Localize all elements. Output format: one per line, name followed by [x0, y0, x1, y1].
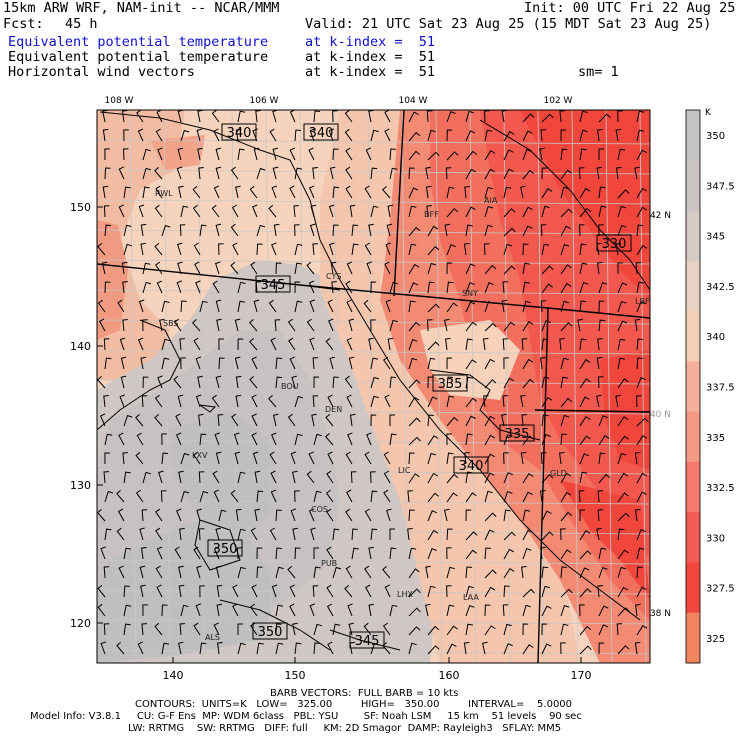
state-boundaries — [97, 110, 650, 663]
station-label: LIC — [398, 466, 411, 475]
contour-label: 345 — [261, 278, 286, 293]
colorbar-label: 345 — [706, 232, 725, 243]
station-label: LHX — [397, 590, 413, 599]
model-info-2: LW: RRTMG SW: RRTMG DIFF: full KM: 2D Sm… — [128, 723, 562, 734]
contour-label: 345 — [355, 634, 380, 649]
station-label: BOU — [281, 382, 299, 391]
station-label: GLD — [550, 469, 567, 478]
colorbar-label: 337.5 — [706, 383, 735, 394]
grid-x-label: 170 — [571, 669, 592, 682]
station-label: SBS — [163, 319, 179, 328]
model-info-1: Model Info: V3.8.1 CU: G-F Ens MP: WDM 6… — [30, 711, 582, 722]
colorbar-swatch — [686, 411, 700, 463]
init-time: Init: 00 UTC Fri 22 Aug 25 — [524, 0, 736, 16]
forecast-label: Fcst: — [3, 16, 44, 32]
colorbar-label: 332.5 — [706, 483, 735, 494]
station-label: LBF — [635, 297, 650, 306]
contour-label: 340 — [227, 126, 252, 141]
colorbar-swatch — [686, 562, 700, 614]
grid-y-label: 150 — [70, 201, 91, 214]
colorbar-label: 347.5 — [706, 181, 735, 192]
colorbar-swatch — [686, 612, 700, 664]
station-label: LXV — [192, 451, 208, 460]
station-label: PUB — [321, 559, 337, 568]
field-3-level: at k-index = 51 — [305, 64, 436, 80]
field-3-name: Horizontal wind vectors — [8, 64, 195, 80]
station-label: DEN — [325, 405, 342, 414]
station-label: BFF — [424, 210, 439, 219]
valid-time: Valid: 21 UTC Sat 23 Aug 25 (15 MDT Sat … — [305, 16, 712, 32]
colorbar-swatch — [686, 210, 700, 262]
colorbar-swatch — [686, 260, 700, 312]
lat-label: 40 N — [650, 410, 671, 420]
contour-label: 350 — [213, 542, 238, 557]
contour-label: 335 — [505, 427, 530, 442]
contour-label-boxes: 340 340 330 345 335 335 340 350 350 345 — [207, 123, 632, 649]
field-2-level: at k-index = 51 — [305, 49, 436, 65]
contour-label: 330 — [602, 237, 627, 252]
field-1-level: at k-index = 51 — [305, 34, 436, 50]
station-label: SNY — [462, 289, 478, 298]
grid-y-label: 130 — [70, 479, 91, 492]
colorbar-swatch — [686, 160, 700, 212]
county-lines — [97, 110, 650, 663]
station-label: ALS — [205, 633, 220, 642]
colorbar-swatch — [686, 311, 700, 362]
colorbar-label: 342.5 — [706, 282, 735, 293]
colorbar-swatch — [686, 512, 700, 563]
colorbar-swatch — [686, 361, 700, 413]
field-1-name: Equivalent potential temperature — [8, 34, 269, 50]
contour-label: 340 — [309, 126, 334, 141]
grid-x-label: 160 — [439, 669, 460, 682]
map-field — [97, 110, 650, 663]
colorbar-label: 335 — [706, 433, 725, 444]
station-label: RWL — [155, 189, 173, 198]
station-label: COS — [311, 505, 328, 514]
model-title: 15km ARW WRF, NAM-init -- NCAR/MMM — [3, 0, 280, 16]
lon-label: 108 W — [105, 96, 134, 106]
contour-label: 350 — [258, 625, 283, 640]
contour-label: 335 — [438, 377, 463, 392]
smoothing-value: sm= 1 — [578, 64, 619, 80]
wind-barbs — [97, 110, 649, 655]
grid-x-label: 150 — [285, 669, 306, 682]
colorbar-swatch — [686, 110, 700, 161]
colorbar: 350 347.5 345 342.5 340 337.5 335 332.5 330 327.5… — [685, 109, 735, 664]
station-label: CYS — [326, 272, 341, 281]
colorbar-label: 327.5 — [706, 584, 735, 595]
lon-label: 102 W — [544, 96, 573, 106]
colorbar-label: 325 — [706, 634, 725, 645]
field-2-name: Equivalent potential temperature — [8, 49, 269, 65]
grid-y-label: 120 — [70, 617, 91, 630]
grid-y-label: 140 — [70, 340, 91, 353]
barb-legend: BARB VECTORS: FULL BARB = 10 kts — [270, 688, 459, 699]
colorbar-label: 330 — [706, 533, 725, 544]
lon-label: 104 W — [399, 96, 428, 106]
contour-label: 340 — [459, 459, 484, 474]
colorbar-label: 350 — [706, 131, 725, 142]
colorbar-label: 340 — [706, 332, 725, 343]
station-label: LAA — [463, 593, 479, 602]
contour-info: CONTOURS: UNITS=K LOW= 325.00 HIGH= 350.… — [135, 699, 573, 710]
forecast-hours: 45 h — [65, 16, 98, 32]
lon-label: 106 W — [250, 96, 279, 106]
colorbar-swatch — [686, 461, 700, 513]
station-label: AIA — [484, 196, 498, 205]
colorbar-units: K — [705, 108, 712, 118]
grid-x-label: 140 — [163, 669, 184, 682]
lat-label: 42 N — [650, 211, 671, 221]
lat-label: 38 N — [650, 609, 671, 619]
